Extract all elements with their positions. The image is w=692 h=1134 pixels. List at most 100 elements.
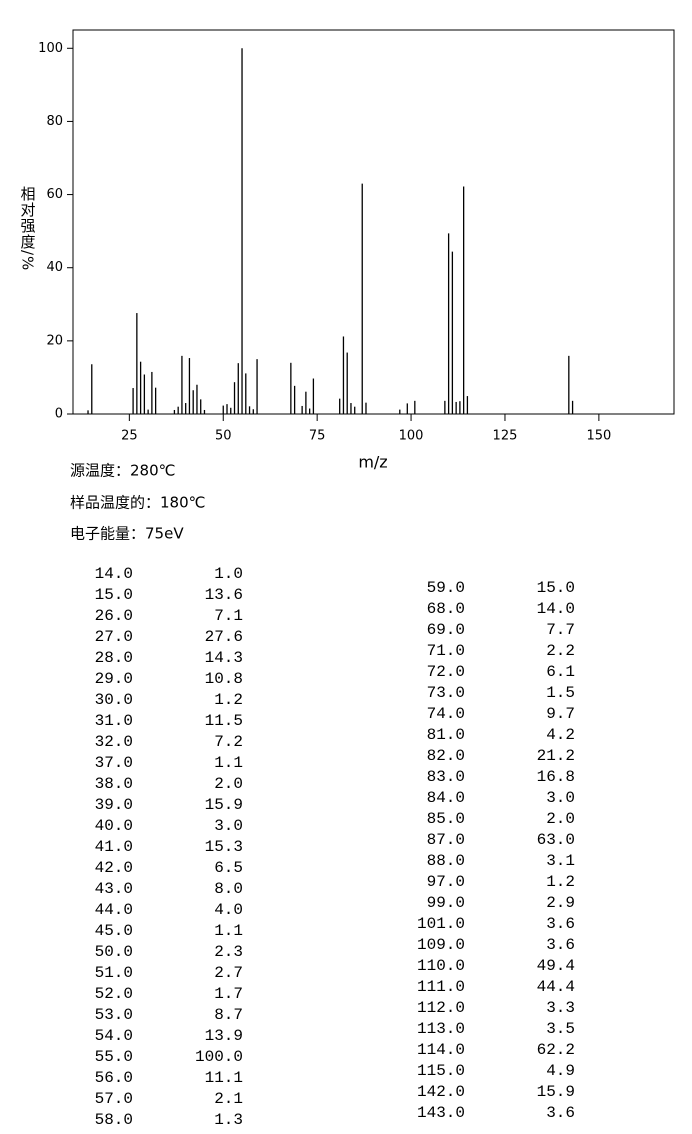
intensity-cell: 15.9 xyxy=(205,796,243,814)
mz-cell: 68.0 xyxy=(427,600,465,618)
intensity-cell: 1.3 xyxy=(214,1111,243,1129)
mz-cell: 110.0 xyxy=(417,957,465,975)
intensity-cell: 100.0 xyxy=(195,1048,243,1066)
intensity-cell: 15.3 xyxy=(205,838,243,856)
mz-cell: 72.0 xyxy=(427,663,465,681)
intensity-cell: 6.5 xyxy=(214,859,243,877)
mz-cell: 37.0 xyxy=(95,754,133,772)
mz-cell: 44.0 xyxy=(95,901,133,919)
mz-cell: 42.0 xyxy=(95,859,133,877)
intensity-cell: 27.6 xyxy=(205,628,243,646)
mz-cell: 84.0 xyxy=(427,789,465,807)
mz-cell: 38.0 xyxy=(95,775,133,793)
mz-cell: 14.0 xyxy=(95,565,133,583)
mz-cell: 27.0 xyxy=(95,628,133,646)
mz-cell: 112.0 xyxy=(417,999,465,1017)
mz-cell: 97.0 xyxy=(427,873,465,891)
intensity-cell: 11.5 xyxy=(205,712,243,730)
intensity-cell: 7.2 xyxy=(214,733,243,751)
mz-cell: 53.0 xyxy=(95,1006,133,1024)
mz-cell: 59.0 xyxy=(427,579,465,597)
intensity-cell: 4.0 xyxy=(214,901,243,919)
mz-cell: 43.0 xyxy=(95,880,133,898)
intensity-cell: 3.0 xyxy=(214,817,243,835)
intensity-cell: 2.1 xyxy=(214,1090,243,1108)
mz-cell: 30.0 xyxy=(95,691,133,709)
intensity-cell: 49.4 xyxy=(537,957,575,975)
intensity-cell: 63.0 xyxy=(537,831,575,849)
mz-cell: 87.0 xyxy=(427,831,465,849)
mz-cell: 32.0 xyxy=(95,733,133,751)
intensity-cell: 3.3 xyxy=(546,999,575,1017)
y-tick-label: 40 xyxy=(46,260,63,275)
condition: 样品温度的：180℃ xyxy=(70,494,205,512)
intensity-cell: 10.8 xyxy=(205,670,243,688)
intensity-cell: 7.7 xyxy=(546,621,575,639)
mz-cell: 52.0 xyxy=(95,985,133,1003)
mz-cell: 101.0 xyxy=(417,915,465,933)
mz-cell: 55.0 xyxy=(95,1048,133,1066)
intensity-cell: 3.6 xyxy=(546,915,575,933)
intensity-cell: 1.2 xyxy=(214,691,243,709)
intensity-cell: 2.2 xyxy=(546,642,575,660)
y-tick-label: 60 xyxy=(46,187,63,202)
mz-cell: 114.0 xyxy=(417,1041,465,1059)
intensity-cell: 1.0 xyxy=(214,565,243,583)
mz-cell: 45.0 xyxy=(95,922,133,940)
intensity-cell: 1.1 xyxy=(214,922,243,940)
mz-cell: 28.0 xyxy=(95,649,133,667)
mz-cell: 109.0 xyxy=(417,936,465,954)
intensity-cell: 3.0 xyxy=(546,789,575,807)
mz-cell: 69.0 xyxy=(427,621,465,639)
intensity-cell: 3.6 xyxy=(546,1104,575,1122)
intensity-cell: 3.5 xyxy=(546,1020,575,1038)
x-tick-label: 50 xyxy=(215,429,232,444)
intensity-cell: 44.4 xyxy=(537,978,575,996)
mz-cell: 40.0 xyxy=(95,817,133,835)
intensity-cell: 8.0 xyxy=(214,880,243,898)
intensity-cell: 13.9 xyxy=(205,1027,243,1045)
intensity-cell: 2.0 xyxy=(214,775,243,793)
x-tick-label: 100 xyxy=(399,429,424,444)
x-axis-label: m/z xyxy=(358,453,387,472)
x-tick-label: 75 xyxy=(309,429,326,444)
mz-cell: 56.0 xyxy=(95,1069,133,1087)
intensity-cell: 15.9 xyxy=(537,1083,575,1101)
intensity-cell: 2.9 xyxy=(546,894,575,912)
intensity-cell: 1.5 xyxy=(546,684,575,702)
y-tick-label: 20 xyxy=(46,333,63,348)
mz-cell: 111.0 xyxy=(417,978,465,996)
intensity-cell: 13.6 xyxy=(205,586,243,604)
y-tick-label: 0 xyxy=(55,407,63,422)
intensity-cell: 4.2 xyxy=(546,726,575,744)
intensity-cell: 3.6 xyxy=(546,936,575,954)
intensity-cell: 2.0 xyxy=(546,810,575,828)
mz-cell: 57.0 xyxy=(95,1090,133,1108)
intensity-cell: 4.9 xyxy=(546,1062,575,1080)
x-tick-label: 150 xyxy=(586,429,611,444)
mz-cell: 88.0 xyxy=(427,852,465,870)
mz-cell: 15.0 xyxy=(95,586,133,604)
intensity-cell: 62.2 xyxy=(537,1041,575,1059)
intensity-cell: 6.1 xyxy=(546,663,575,681)
mz-cell: 85.0 xyxy=(427,810,465,828)
mz-cell: 74.0 xyxy=(427,705,465,723)
y-axis-label: 相对强度/% xyxy=(19,186,37,271)
mz-cell: 143.0 xyxy=(417,1104,465,1122)
mz-cell: 71.0 xyxy=(427,642,465,660)
intensity-cell: 9.7 xyxy=(546,705,575,723)
mz-cell: 51.0 xyxy=(95,964,133,982)
intensity-cell: 15.0 xyxy=(537,579,575,597)
intensity-cell: 2.7 xyxy=(214,964,243,982)
intensity-cell: 16.8 xyxy=(537,768,575,786)
mz-cell: 29.0 xyxy=(95,670,133,688)
x-tick-label: 125 xyxy=(493,429,518,444)
mz-cell: 82.0 xyxy=(427,747,465,765)
mz-cell: 142.0 xyxy=(417,1083,465,1101)
mz-cell: 39.0 xyxy=(95,796,133,814)
intensity-cell: 11.1 xyxy=(205,1069,243,1087)
condition: 电子能量：75eV xyxy=(70,525,184,543)
mz-cell: 115.0 xyxy=(417,1062,465,1080)
plot-frame xyxy=(72,29,675,415)
